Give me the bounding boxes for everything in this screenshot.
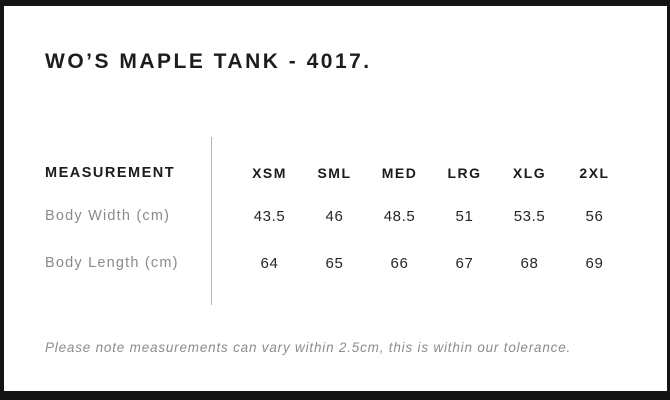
column-header-sml: SML	[317, 165, 352, 181]
body-length-xlg-value: 68	[520, 254, 539, 272]
body-length-lrg-value: 67	[455, 254, 474, 272]
body-width-xsm-value: 43.5	[253, 207, 286, 225]
row-label-body-length: Body Length (cm)	[45, 255, 179, 271]
row-label-body-width: Body Width (cm)	[45, 208, 171, 224]
body-width-sml-value: 46	[325, 207, 344, 225]
table-row-body-length: Body Length (cm) 64 65 66 67 68 69	[45, 254, 627, 272]
body-length-2xl-value: 69	[585, 254, 604, 272]
column-header-lrg: LRG	[447, 165, 482, 181]
table-divider-line	[211, 137, 212, 305]
tolerance-note: Please note measurements can vary within…	[45, 340, 572, 355]
body-width-lrg-value: 51	[455, 207, 474, 225]
body-width-xlg-value: 53.5	[513, 207, 546, 225]
page-title: WO’S MAPLE TANK - 4017.	[45, 50, 372, 73]
body-length-med-value: 66	[390, 254, 409, 272]
column-header-xlg: XLG	[512, 165, 547, 181]
body-length-xsm-value: 64	[260, 254, 279, 272]
column-header-measurement: MEASUREMENT	[45, 165, 176, 181]
column-header-xsm: XSM	[252, 165, 287, 181]
body-width-2xl-value: 56	[585, 207, 604, 225]
table-row-body-width: Body Width (cm) 43.5 46 48.5 51 53.5 56	[45, 207, 627, 225]
table-header-row: MEASUREMENT XSM SML MED LRG XLG 2XL	[45, 164, 627, 182]
column-header-med: MED	[381, 165, 418, 181]
body-width-med-value: 48.5	[383, 207, 416, 225]
body-length-sml-value: 65	[325, 254, 344, 272]
column-header-2xl: 2XL	[579, 165, 610, 181]
